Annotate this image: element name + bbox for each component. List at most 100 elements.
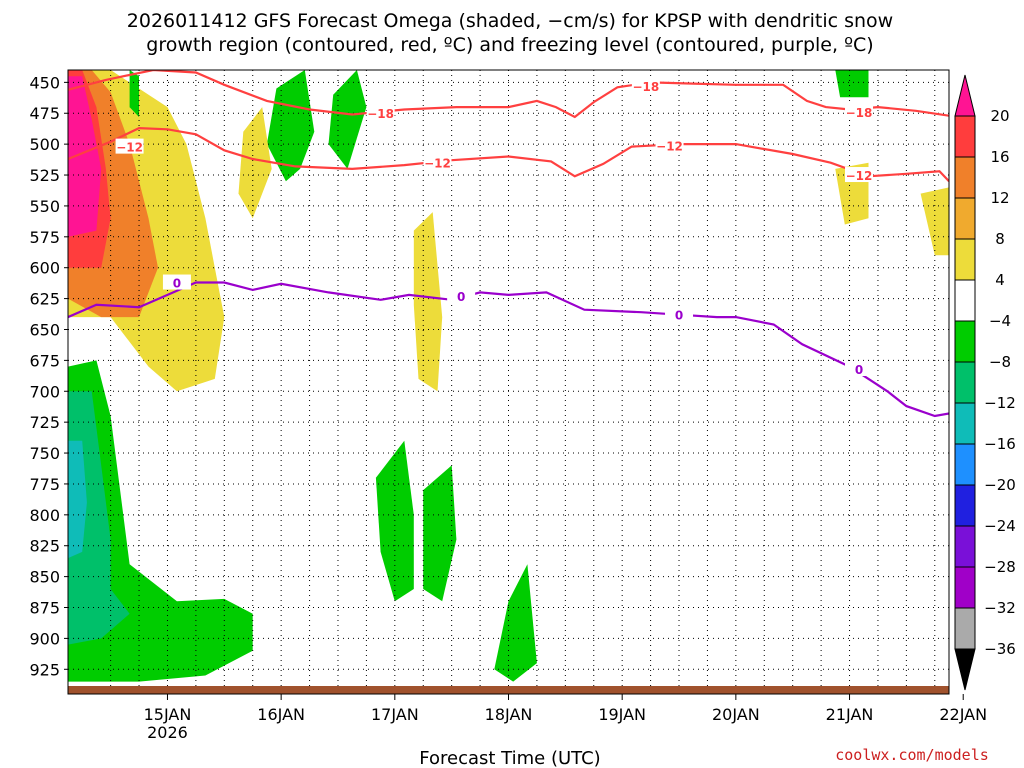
y-tick-label: 600 xyxy=(29,259,60,278)
y-tick-label: 450 xyxy=(29,73,60,92)
contour-label--12C: −12 xyxy=(424,157,451,171)
y-tick-label: 525 xyxy=(29,166,60,185)
contour-label-bg xyxy=(845,167,874,183)
shade-green-streak-6 xyxy=(328,70,367,169)
colorbar-label: 8 xyxy=(995,230,1005,248)
credit-text: coolwx.com/models xyxy=(835,746,989,764)
terrain-band xyxy=(68,686,949,694)
contour-label--18C: −18 xyxy=(632,80,659,94)
shade-green-streak-7 xyxy=(835,70,869,98)
contour-label-bg xyxy=(631,78,660,94)
x-tick-label: 16JAN xyxy=(257,705,305,724)
x-tick-label: 20JAN xyxy=(712,705,760,724)
y-axis: 450 475 500 525 550 575 600 625 650 675 700 725 750 7… xyxy=(29,73,68,679)
contour-label-bg xyxy=(845,361,874,377)
colorbar-segment xyxy=(954,74,976,117)
y-tick-label: 725 xyxy=(29,413,60,432)
contour-label--12C: −12 xyxy=(846,169,873,183)
omega-shading xyxy=(68,70,949,682)
x-axis-title: Forecast Time (UTC) xyxy=(419,748,600,768)
colorbar-label: −8 xyxy=(989,353,1011,371)
colorbar: 20 16 12 8 4 −4 −8 −12 −16 −20 −24 −28 −32 −36 xyxy=(954,74,1016,691)
plot-area: −18 −18 −18 −12 −12 −12 −12 0 0 0 0 xyxy=(68,70,949,694)
y-tick-label: 900 xyxy=(29,629,60,648)
y-tick-label: 675 xyxy=(29,351,60,370)
x-tick-label: 19JAN xyxy=(598,705,646,724)
contour-label-bg xyxy=(665,306,694,322)
y-tick-label: 700 xyxy=(29,382,60,401)
gridlines xyxy=(68,70,949,694)
contour--18C xyxy=(68,70,949,119)
colorbar-label: −32 xyxy=(984,599,1016,617)
x-tick-sublabel: 2026 xyxy=(147,723,188,742)
colorbar-segment xyxy=(954,238,976,281)
colorbar-label: −28 xyxy=(984,558,1016,576)
chart-title-line1: 2026011412 GFS Forecast Omega (shaded, −… xyxy=(127,10,893,32)
contour--12C xyxy=(68,126,949,182)
contour-label-0C: 0 xyxy=(457,290,465,304)
colorbar-segment xyxy=(954,402,976,445)
contour-label-bg xyxy=(447,288,476,304)
colorbar-segment xyxy=(954,484,976,527)
contour-label-bg xyxy=(845,104,874,120)
y-tick-label: 875 xyxy=(29,599,60,618)
colorbar-segment xyxy=(954,443,976,486)
colorbar-segment xyxy=(954,566,976,609)
contours: −18 −18 −18 −12 −12 −12 −12 0 0 0 0 xyxy=(68,70,949,418)
contour-label-bg xyxy=(162,274,191,290)
colorbar-label: −20 xyxy=(984,476,1016,494)
contour-label-0C: 0 xyxy=(855,363,863,377)
colorbar-label: −36 xyxy=(984,640,1016,658)
contour-label--18C: −18 xyxy=(846,106,873,120)
contour-label--12C: −12 xyxy=(116,141,143,155)
colorbar-segment xyxy=(954,320,976,363)
shade-green-streak-1 xyxy=(266,70,315,182)
colorbar-label: 4 xyxy=(995,271,1005,289)
y-tick-label: 625 xyxy=(29,290,60,309)
y-tick-label: 825 xyxy=(29,537,60,556)
y-tick-label: 925 xyxy=(29,660,60,679)
y-tick-label: 550 xyxy=(29,197,60,216)
chart-title-line2: growth region (contoured, red, ºC) and f… xyxy=(146,34,873,56)
contour-label-bg xyxy=(655,137,684,153)
colorbar-segment xyxy=(954,115,976,158)
contour-label-0C: 0 xyxy=(675,309,683,323)
colorbar-label: 20 xyxy=(990,107,1009,125)
shade-blue-left xyxy=(68,440,87,559)
shade-green-streak-5 xyxy=(494,564,537,682)
colorbar-segment xyxy=(954,361,976,404)
x-tick-label: 18JAN xyxy=(485,705,533,724)
contour-label--12C: −12 xyxy=(656,139,683,153)
y-tick-label: 500 xyxy=(29,135,60,154)
shade-pink-left xyxy=(68,76,102,237)
y-tick-label: 750 xyxy=(29,444,60,463)
colorbar-label: 16 xyxy=(990,148,1009,166)
colorbar-segment xyxy=(954,279,976,322)
colorbar-segment xyxy=(954,156,976,199)
colorbar-label: −24 xyxy=(984,517,1016,535)
colorbar-segment xyxy=(954,648,976,691)
y-tick-label: 575 xyxy=(29,228,60,247)
colorbar-segment xyxy=(954,607,976,650)
colorbar-label: −16 xyxy=(984,435,1016,453)
contour-label-0C: 0 xyxy=(173,277,181,291)
x-tick-label: 21JAN xyxy=(826,705,874,724)
colorbar-segment xyxy=(954,197,976,240)
y-tick-label: 650 xyxy=(29,320,60,339)
colorbar-label: −12 xyxy=(984,394,1016,412)
contour-label--18C: −18 xyxy=(367,107,394,121)
contour-label-bg xyxy=(115,138,144,154)
contour-label-bg xyxy=(366,105,395,121)
y-tick-label: 475 xyxy=(29,104,60,123)
shade-green-streak-2 xyxy=(129,70,139,117)
x-tick-label: 17JAN xyxy=(371,705,419,724)
y-tick-label: 850 xyxy=(29,568,60,587)
contour-label-bg xyxy=(423,154,452,170)
shade-green-streak-4 xyxy=(423,465,457,602)
shade-yellow-streak-1 xyxy=(238,107,272,219)
shade-yellow-streak-4 xyxy=(920,187,949,256)
shade-teal-left xyxy=(68,391,130,645)
y-tick-label: 775 xyxy=(29,475,60,494)
y-tick-label: 800 xyxy=(29,506,60,525)
colorbar-label: 12 xyxy=(990,189,1009,207)
